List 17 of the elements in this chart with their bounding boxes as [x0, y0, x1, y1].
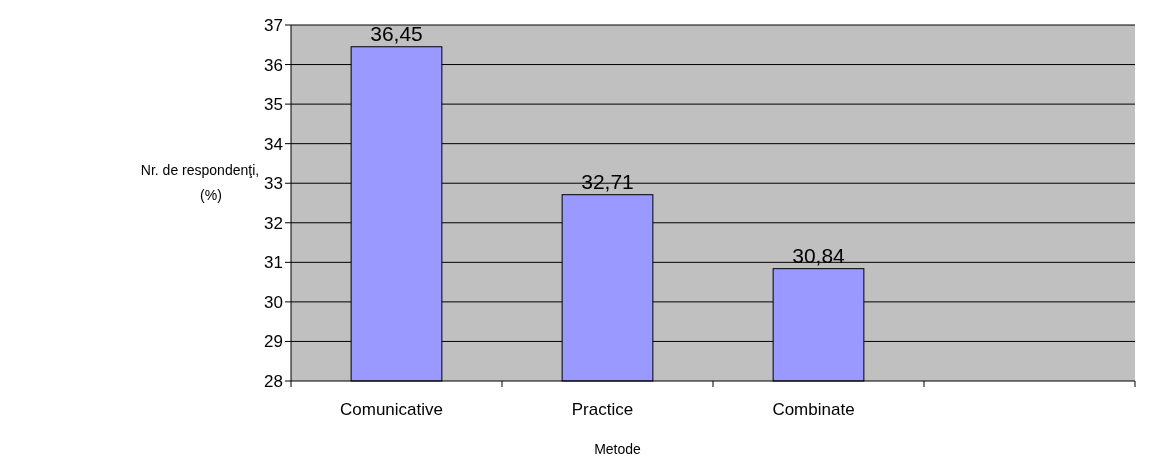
- y-tick-label: 33: [264, 174, 283, 194]
- x-axis-title: Metode: [594, 441, 642, 457]
- y-tick-label: 37: [264, 16, 283, 35]
- y-tick-label: 35: [264, 95, 283, 115]
- x-tick-label: Comunicative: [340, 400, 443, 419]
- y-tick-label: 34: [264, 134, 283, 154]
- y-tick-label: 30: [264, 292, 283, 312]
- data-label: 30,84: [792, 243, 846, 267]
- x-tick-label: Combinate: [772, 400, 855, 419]
- y-tick-label: 32: [264, 213, 283, 233]
- y-tick-label: 36: [264, 55, 283, 75]
- y-axis-title: Nr. de respondenţi, (%): [140, 162, 260, 203]
- y-tick-label: 31: [264, 253, 283, 273]
- x-tick-label: Practice: [571, 400, 634, 419]
- data-label: 36,45: [370, 21, 423, 45]
- y-tick-label: 29: [264, 332, 283, 352]
- y-tick-label: 28: [264, 372, 283, 391]
